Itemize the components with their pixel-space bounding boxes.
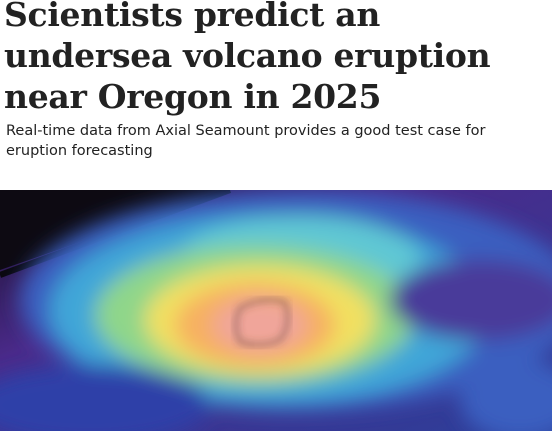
bathymetry-image — [0, 190, 552, 431]
headline: Scientists predict an undersea volcano e… — [4, 0, 491, 116]
subheadline: Real-time data from Axial Seamount provi… — [6, 123, 486, 159]
